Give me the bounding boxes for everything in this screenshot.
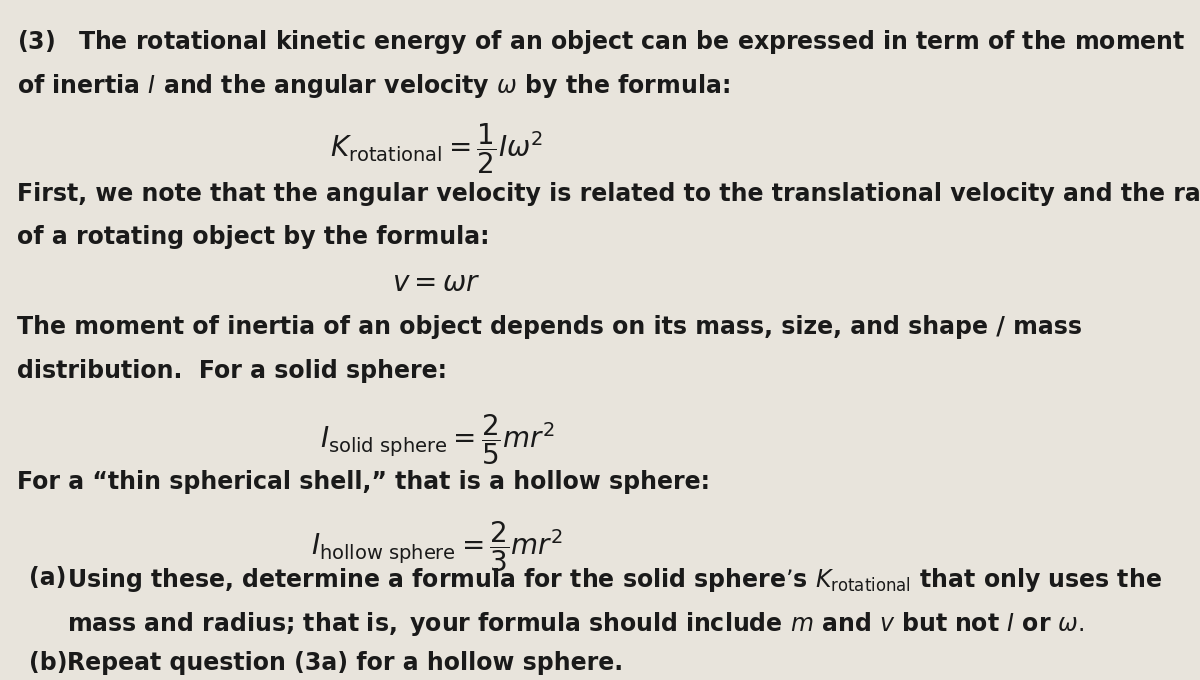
Text: distribution.  For a solid sphere:: distribution. For a solid sphere: bbox=[17, 359, 448, 383]
Text: (b): (b) bbox=[29, 651, 67, 675]
Text: The moment of inertia of an object depends on its mass, size, and shape / mass: The moment of inertia of an object depen… bbox=[17, 316, 1082, 339]
Text: Using these, determine a formula for the solid sphere’s $K_{\mathrm{rotational}}: Using these, determine a formula for the… bbox=[67, 566, 1162, 594]
Text: $\mathbf{(3)}$$\quad$The rotational kinetic energy of an object can be expressed: $\mathbf{(3)}$$\quad$The rotational kine… bbox=[17, 28, 1186, 56]
Text: mass and radius; $\bf{that\ is,\ your\ formula\ should\ include}$ $\it{m}$ $\bf{: mass and radius; $\bf{that\ is,\ your\ f… bbox=[67, 611, 1085, 639]
Text: of inertia $\mathit{I}$ and the angular velocity $\mathit{\omega}$ by the formul: of inertia $\mathit{I}$ and the angular … bbox=[17, 71, 730, 99]
Text: $v = \omega r$: $v = \omega r$ bbox=[392, 269, 481, 296]
Text: First, we note that the angular velocity is related to the translational velocit: First, we note that the angular velocity… bbox=[17, 182, 1200, 206]
Text: $I_{\mathrm{hollow\ sphere}} = \dfrac{2}{3}mr^2$: $I_{\mathrm{hollow\ sphere}} = \dfrac{2}… bbox=[311, 519, 563, 574]
Text: (a): (a) bbox=[29, 566, 67, 590]
Text: Repeat question (3a) for a hollow sphere.: Repeat question (3a) for a hollow sphere… bbox=[67, 651, 623, 675]
Text: For a “thin spherical shell,” that is a hollow sphere:: For a “thin spherical shell,” that is a … bbox=[17, 471, 710, 494]
Text: $I_{\mathrm{solid\ sphere}} = \dfrac{2}{5}mr^2$: $I_{\mathrm{solid\ sphere}} = \dfrac{2}{… bbox=[319, 412, 554, 466]
Text: of a rotating object by the formula:: of a rotating object by the formula: bbox=[17, 225, 490, 249]
Text: $K_{\mathrm{rotational}} = \dfrac{1}{2}I\omega^2$: $K_{\mathrm{rotational}} = \dfrac{1}{2}I… bbox=[330, 122, 544, 176]
